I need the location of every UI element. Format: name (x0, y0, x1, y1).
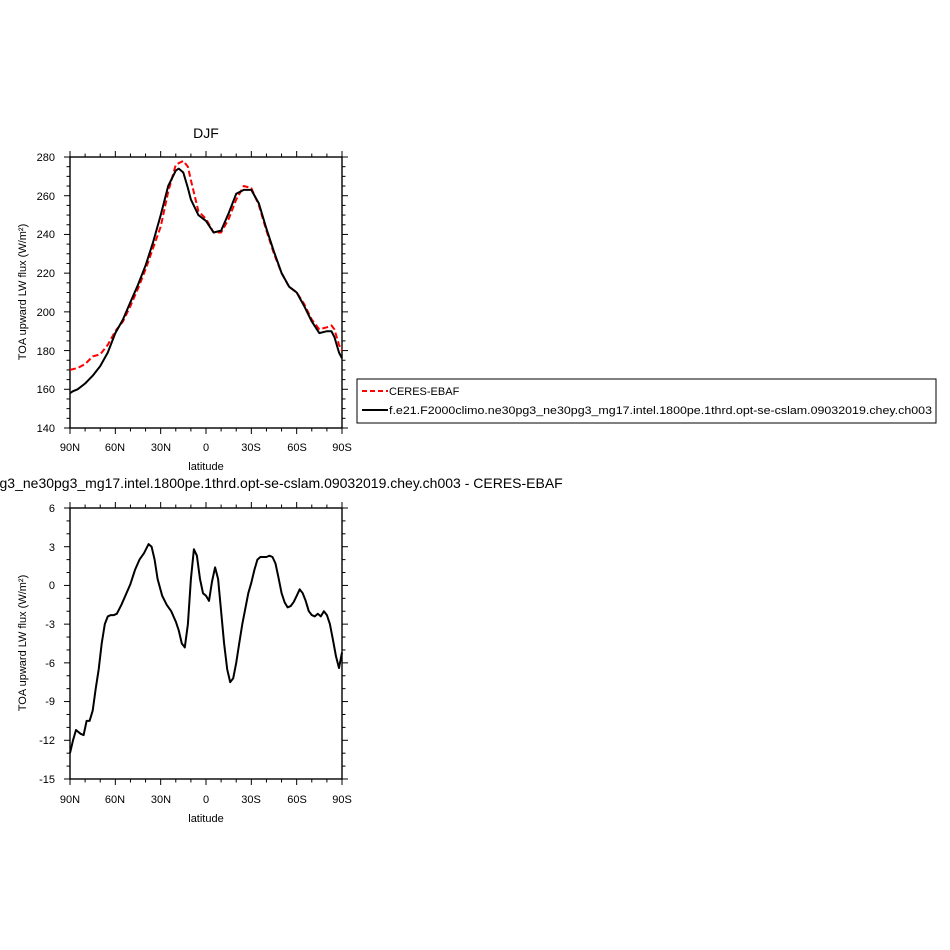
bottom-x-tick-label: 60N (105, 794, 125, 806)
top-x-tick-label: 90N (60, 442, 80, 454)
bottom-x-tick-label: 90S (332, 794, 352, 806)
bottom-y-axis-label: TOA upward LW flux (W/m²) (17, 575, 29, 712)
bottom-axis-ticks (64, 502, 348, 785)
bottom-x-tick-label: 30S (241, 794, 261, 806)
top-x-tick-label: 0 (203, 442, 209, 454)
top-y-tick-label: 140 (37, 423, 55, 435)
bottom-y-tick-labels: -15 -12 -9 -6 -3 0 3 6 (39, 503, 55, 786)
top-y-axis-label: TOA upward LW flux (W/m²) (17, 224, 29, 361)
bottom-y-tick-label: -12 (39, 735, 55, 747)
bottom-x-tick-labels: 90N 60N 30N 0 30S 60S 90S (60, 794, 352, 806)
bottom-x-tick-label: 0 (203, 794, 209, 806)
top-x-axis-label: latitude (188, 461, 223, 473)
bottom-y-tick-label: -6 (45, 658, 55, 670)
bottom-plot-frame (69, 507, 343, 780)
bottom-y-tick-label: -15 (39, 774, 55, 786)
top-y-tick-label: 240 (37, 229, 55, 241)
legend-label-model: f.e21.F2000climo.ne30pg3_ne30pg3_mg17.in… (389, 405, 932, 417)
bottom-x-tick-label: 90N (60, 794, 80, 806)
top-series-line-model (69, 167, 343, 395)
top-x-tick-label: 30S (241, 442, 261, 454)
bottom-y-tick-label: 0 (49, 580, 55, 592)
top-x-tick-label: 60N (105, 442, 125, 454)
bottom-x-tick-label: 30N (151, 794, 171, 806)
top-y-tick-label: 220 (37, 268, 55, 280)
bottom-panel-title: f.e21.F2000climo.ne30pg3_ne30pg3_mg17.in… (0, 475, 563, 491)
top-y-tick-label: 260 (37, 191, 55, 203)
top-x-tick-label: 60S (287, 442, 307, 454)
top-x-tick-labels: 90N 60N 30N 0 30S 60S 90S (60, 442, 352, 454)
top-y-tick-label: 160 (37, 384, 55, 396)
legend: CERES-EBAF f.e21.F2000climo.ne30pg3_ne30… (356, 378, 937, 424)
legend-box (356, 378, 937, 424)
top-x-tick-label: 90S (332, 442, 352, 454)
bottom-y-tick-label: -9 (45, 696, 55, 708)
top-x-tick-label: 30N (151, 442, 171, 454)
bottom-y-tick-label: 6 (49, 503, 55, 515)
top-panel-title: DJF (193, 125, 219, 141)
bottom-y-tick-label: -3 (45, 619, 55, 631)
bottom-x-axis-label: latitude (188, 813, 223, 825)
bottom-series-group (69, 543, 343, 754)
top-panel: DJF 140 160 180 200 220 240 260 280 90N … (17, 125, 937, 473)
bottom-series-line-difference (69, 543, 343, 754)
top-series-line-ceres-ebaf (69, 159, 343, 371)
bottom-x-tick-label: 60S (287, 794, 307, 806)
top-y-tick-label: 280 (37, 152, 55, 164)
top-series-group (69, 159, 343, 395)
bottom-panel: f.e21.F2000climo.ne30pg3_ne30pg3_mg17.in… (0, 475, 563, 825)
top-axis-ticks (64, 151, 348, 434)
top-y-tick-labels: 140 160 180 200 220 240 260 280 (37, 152, 55, 435)
legend-label-ceres: CERES-EBAF (389, 386, 460, 398)
top-y-tick-label: 180 (37, 346, 55, 358)
bottom-y-tick-label: 3 (49, 542, 55, 554)
top-plot-frame (69, 156, 343, 429)
top-y-tick-label: 200 (37, 307, 55, 319)
